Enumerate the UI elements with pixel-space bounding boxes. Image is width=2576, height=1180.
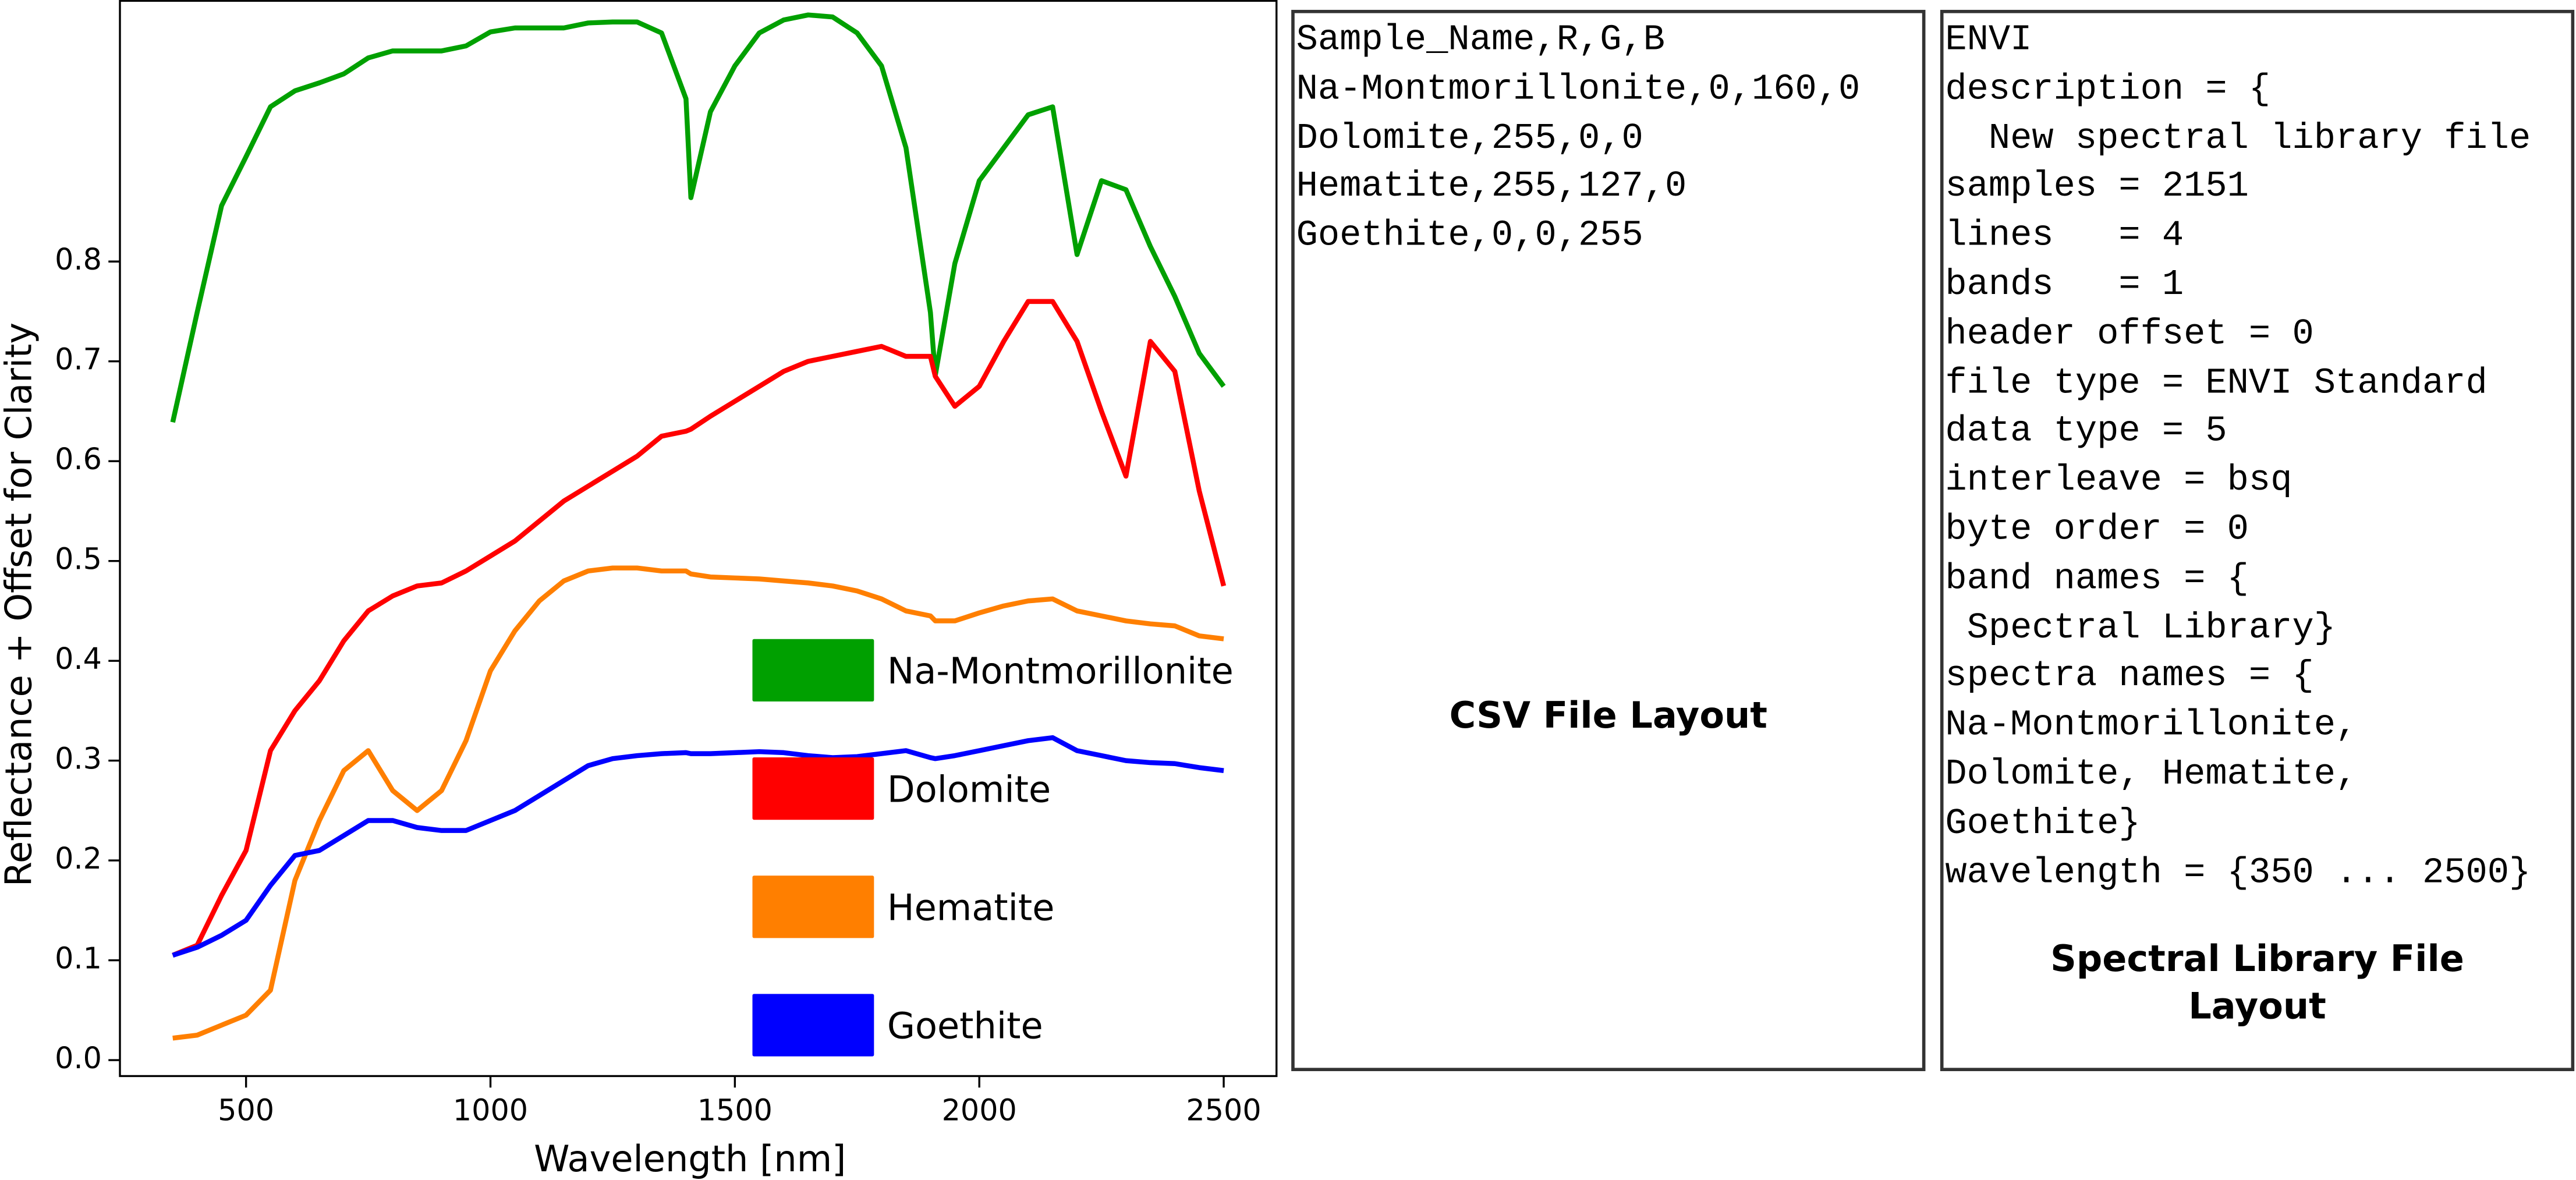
x-tick-label: 1000 <box>453 1093 528 1128</box>
text-line: ENVI <box>1945 19 2032 61</box>
legend-label: Na-Montmorillonite <box>887 650 1234 692</box>
text-line: description = { <box>1945 68 2271 110</box>
y-tick-label: 0.6 <box>55 442 102 476</box>
legend-label: Goethite <box>887 1005 1043 1047</box>
text-line: Na-Montmorillonite, <box>1945 705 2358 746</box>
library-text: ENVI description = { New spectral library… <box>1944 13 2571 898</box>
text-line: Hematite,255,127,0 <box>1296 166 1687 208</box>
y-tick-label: 0.7 <box>55 342 102 377</box>
spectrum-line <box>172 565 1224 1041</box>
x-axis-label: Wavelength [nm] <box>534 1138 846 1179</box>
spectrum-line <box>172 299 1227 958</box>
text-line: Dolomite,255,0,0 <box>1296 118 1643 159</box>
text-line: data type = 5 <box>1945 411 2227 453</box>
text-line: Goethite} <box>1945 803 2141 844</box>
text-line: spectra names = { <box>1945 656 2314 697</box>
legend-swatch <box>752 876 874 938</box>
title-line: Spectral Library File <box>2050 940 2464 981</box>
text-line: Spectral Library} <box>1945 607 2336 649</box>
text-line: interleave = bsq <box>1945 460 2292 502</box>
csv-panel: Sample_Name,R,G,B Na-Montmorillonite,0,16… <box>1291 9 1926 1071</box>
legend-swatch <box>752 757 874 820</box>
y-tick-label: 0.2 <box>55 841 102 876</box>
text-line: wavelength = {350 ... 2500} <box>1945 852 2531 893</box>
spectrum-line <box>170 12 1226 423</box>
spectrum-line <box>172 735 1224 958</box>
x-tick-label: 500 <box>218 1093 274 1128</box>
panel-title: CSV File Layout <box>1449 696 1767 738</box>
text-line: lines = 4 <box>1945 215 2184 257</box>
y-tick-label: 0.0 <box>55 1041 102 1075</box>
title-line: Layout <box>2188 987 2326 1029</box>
csv-text: Sample_Name,R,G,B Na-Montmorillonite,0,16… <box>1295 13 1922 261</box>
panel-title: Spectral Library File Layout <box>1944 937 2571 1032</box>
text-line: byte order = 0 <box>1945 509 2249 551</box>
library-panel: ENVI description = { New spectral library… <box>1940 9 2575 1071</box>
legend-label: Hematite <box>887 887 1055 929</box>
y-axis-label: Reflectance + Offset for Clarity <box>0 323 40 887</box>
text-line: band names = { <box>1945 558 2249 600</box>
text-line: Goethite,0,0,255 <box>1296 215 1643 257</box>
text-line: samples = 2151 <box>1945 166 2249 208</box>
text-line: New spectral library file <box>1945 118 2531 159</box>
legend-swatch <box>752 639 874 702</box>
text-line: file type = ENVI Standard <box>1945 362 2488 404</box>
plot-frame <box>119 0 1278 1078</box>
x-tick-label: 2500 <box>1186 1093 1261 1128</box>
y-tick-label: 0.3 <box>55 742 102 776</box>
legend-swatch <box>752 994 874 1057</box>
text-line: Dolomite, Hematite, <box>1945 754 2358 795</box>
legend-label: Dolomite <box>887 768 1051 810</box>
text-line: bands = 1 <box>1945 264 2184 306</box>
text-line: header offset = 0 <box>1945 313 2314 355</box>
text-line: Sample_Name,R,G,B <box>1296 19 1665 61</box>
chart: Wavelength [nm] Reflectance + Offset for… <box>0 0 1278 1179</box>
y-tick-label: 0.1 <box>55 941 102 976</box>
y-tick-label: 0.4 <box>55 642 102 676</box>
y-tick-label: 0.8 <box>55 242 102 277</box>
x-tick-label: 1500 <box>697 1093 773 1128</box>
y-tick-label: 0.5 <box>55 542 102 576</box>
text-line: Na-Montmorillonite,0,160,0 <box>1296 68 1861 110</box>
x-tick-label: 2000 <box>942 1093 1017 1128</box>
